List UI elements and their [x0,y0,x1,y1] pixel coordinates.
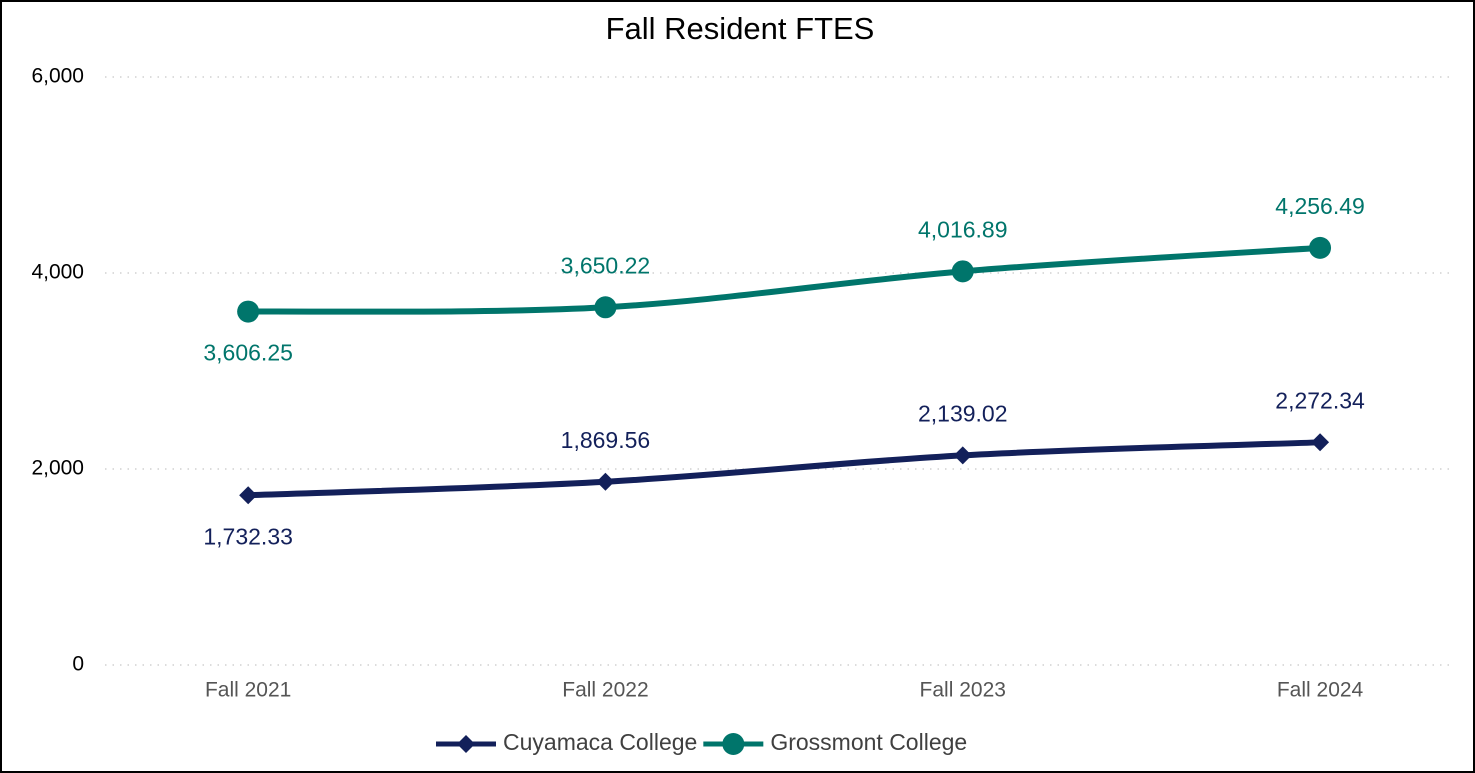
y-tick-label: 0 [72,653,84,676]
data-label: 1,732.33 [203,523,293,549]
data-point [239,486,258,505]
data-label: 3,650.22 [561,252,651,278]
data-point [1309,236,1332,259]
data-point [237,300,260,323]
x-tick-label: Fall 2022 [562,679,648,702]
series-line [245,244,1324,315]
data-label: 2,272.34 [1275,387,1365,413]
legend-marker [722,733,745,755]
x-tick-label: Fall 2024 [1277,679,1364,702]
x-tick-label: Fall 2023 [920,679,1006,702]
data-label: 2,139.02 [918,400,1008,426]
data-label: 3,606.25 [203,340,293,366]
data-label: 4,016.89 [918,216,1008,242]
legend-label: Cuyamaca College [503,729,697,755]
y-tick-label: 6,000 [31,65,84,88]
data-point [596,472,615,491]
legend-label: Grossmont College [770,729,967,755]
x-tick-label: Fall 2021 [205,679,291,702]
data-point [594,296,617,319]
data-label: 4,256.49 [1275,193,1365,219]
data-point [1311,433,1330,452]
y-tick-label: 2,000 [31,457,84,480]
data-label: 1,869.56 [561,427,651,453]
data-point [953,446,972,465]
data-point [951,260,974,283]
series-line [245,439,1324,499]
chart-title: Fall Resident FTES [606,11,875,46]
y-tick-label: 4,000 [31,261,84,284]
legend-marker [457,735,475,753]
